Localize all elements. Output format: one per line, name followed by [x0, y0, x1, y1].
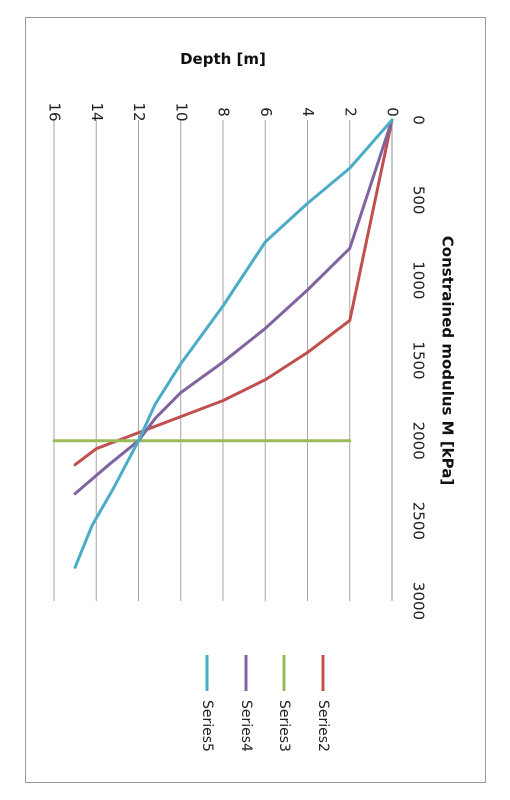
y-tick-label: 16: [46, 102, 64, 121]
x-tick-label: 500: [410, 186, 428, 215]
series-lines: [52, 118, 394, 569]
y-tick-label: 14: [88, 102, 106, 121]
series-line-series4: [73, 118, 394, 496]
line-chart: 16 14 12 10 8 6 4 2 00 500 1000 1500 2000 2500 3000 Co…: [46, 50, 457, 752]
legend-label-series2: Series2: [315, 700, 331, 752]
y-tick-label: 2: [341, 107, 359, 117]
x-tick-label: 2500: [410, 502, 428, 540]
tick-labels: 16 14 12 10 8 6 4 2 00 500 1000 1500 2000 2500 3000: [46, 102, 428, 620]
legend: Series2 Series3 Series4 Series5: [199, 655, 331, 752]
grid-lines: [53, 120, 351, 601]
y-tick-label: 8: [215, 107, 233, 117]
y-tick-label: 10: [172, 102, 190, 121]
x-axis-title: Constrained modulus M [kPa]: [439, 236, 457, 485]
x-tick-label: 0: [410, 115, 428, 125]
x-tick-label: 3000: [410, 582, 428, 620]
x-tick-label: 1000: [410, 261, 428, 299]
x-tick-label: 2000: [410, 422, 428, 460]
legend-label-series4: Series4: [238, 700, 254, 752]
y-tick-label: 12: [130, 102, 148, 121]
legend-label-series3: Series3: [276, 700, 292, 752]
y-tick-label: 6: [257, 107, 275, 117]
y-tick-label: 0: [384, 107, 402, 117]
legend-label-series5: Series5: [199, 700, 215, 752]
chart-frame: 16 14 12 10 8 6 4 2 0 0 500 1000 1500 2000 2500 3000 Co…: [25, 17, 486, 783]
y-tick-label: 4: [299, 107, 317, 117]
series-line-series2: [73, 118, 394, 467]
series-line-series5: [73, 118, 394, 569]
x-tick-label: 1500: [410, 341, 428, 379]
y-axis-title: Depth [m]: [180, 50, 266, 68]
